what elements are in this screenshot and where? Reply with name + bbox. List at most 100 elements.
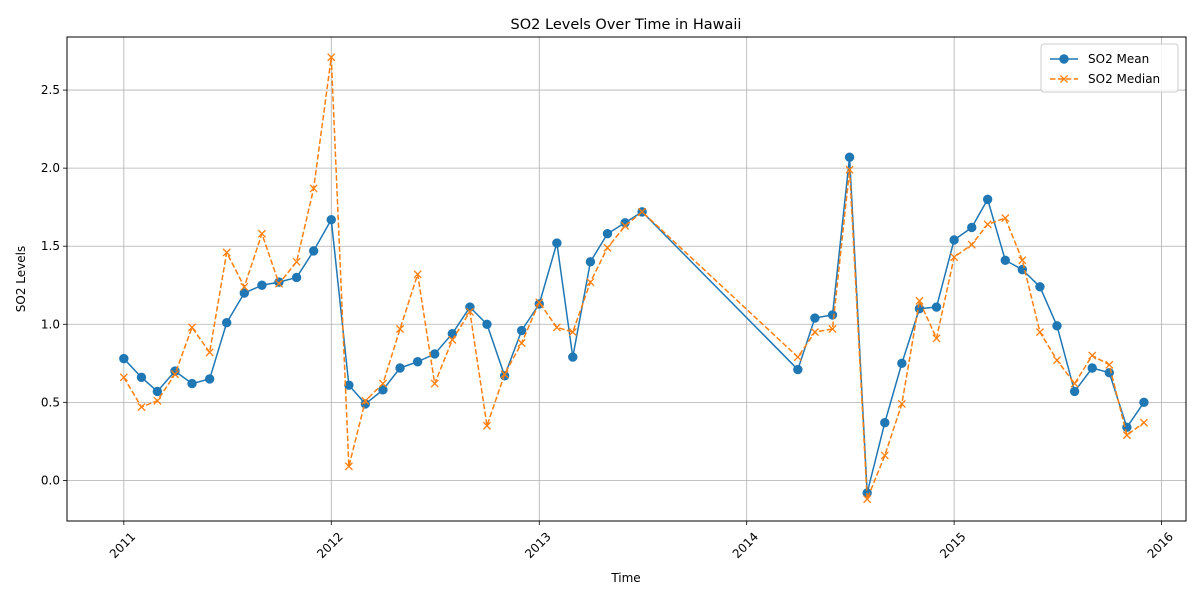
data-point-stroke bbox=[119, 373, 128, 382]
data-point bbox=[1069, 386, 1080, 397]
data-point bbox=[950, 253, 959, 262]
data-point-stroke bbox=[1122, 431, 1131, 440]
data-point-stroke bbox=[950, 253, 959, 262]
data-point-stroke bbox=[983, 220, 992, 229]
data-point bbox=[395, 324, 405, 334]
data-point-stroke bbox=[603, 243, 612, 252]
data-point bbox=[1105, 360, 1114, 369]
data-point bbox=[827, 310, 838, 320]
data-point bbox=[344, 462, 353, 471]
data-point-stroke bbox=[517, 338, 526, 348]
legend: SO2 Mean SO2 Median bbox=[1040, 43, 1179, 93]
data-point bbox=[949, 235, 959, 245]
data-point bbox=[1070, 379, 1079, 388]
data-point bbox=[1139, 418, 1149, 427]
data-point bbox=[967, 240, 976, 249]
plot-area-frame bbox=[66, 36, 1187, 522]
data-point-stroke bbox=[187, 323, 197, 332]
grid-lines bbox=[67, 37, 1186, 521]
data-point bbox=[828, 324, 837, 334]
y-tick-label: 0.0 bbox=[41, 473, 60, 487]
data-point bbox=[880, 417, 890, 428]
data-point bbox=[638, 207, 647, 216]
data-point bbox=[292, 257, 301, 266]
data-point bbox=[1035, 328, 1045, 337]
data-point bbox=[308, 246, 319, 256]
series-layer bbox=[119, 53, 1149, 504]
data-point bbox=[170, 370, 180, 379]
data-point bbox=[274, 279, 284, 288]
data-point bbox=[621, 221, 630, 230]
data-point-stroke bbox=[309, 184, 318, 193]
data-point-stroke bbox=[500, 370, 509, 379]
data-point bbox=[327, 53, 336, 62]
data-point bbox=[1001, 214, 1010, 223]
data-point-stroke bbox=[638, 207, 647, 216]
data-point bbox=[845, 165, 854, 174]
chart-title: SO2 Levels Over Time in Hawaii bbox=[511, 17, 742, 33]
data-point bbox=[1035, 282, 1045, 292]
series-median bbox=[119, 53, 1149, 504]
data-point-stroke bbox=[915, 296, 924, 305]
data-point-stroke bbox=[932, 334, 941, 343]
data-point bbox=[810, 328, 819, 337]
data-point bbox=[1087, 363, 1097, 373]
y-axis: 0.0 0.5 1.0 1.5 2.0 2.5 bbox=[41, 83, 67, 487]
data-point-stroke bbox=[897, 399, 906, 408]
data-point-stroke bbox=[863, 495, 872, 504]
data-point-stroke bbox=[274, 279, 284, 288]
x-axis-label: Time bbox=[610, 571, 640, 585]
data-point bbox=[880, 451, 889, 460]
data-point bbox=[448, 335, 457, 344]
data-point-stroke bbox=[240, 282, 249, 291]
data-point bbox=[500, 370, 509, 379]
legend-box bbox=[1040, 43, 1179, 93]
data-point bbox=[931, 302, 942, 312]
data-point-stroke bbox=[430, 379, 439, 388]
data-point bbox=[1052, 321, 1062, 331]
data-point bbox=[378, 379, 388, 388]
data-point bbox=[552, 323, 561, 332]
data-point bbox=[535, 298, 544, 307]
data-point-stroke bbox=[170, 370, 180, 379]
data-point bbox=[222, 248, 231, 257]
data-point bbox=[844, 152, 855, 162]
data-point bbox=[240, 282, 249, 291]
data-point bbox=[552, 238, 562, 248]
data-point bbox=[360, 399, 371, 409]
data-point bbox=[897, 399, 906, 408]
data-point-stroke bbox=[793, 353, 802, 362]
y-axis-label: SO2 Levels bbox=[14, 246, 28, 312]
data-point bbox=[412, 357, 423, 367]
data-point bbox=[119, 353, 129, 364]
legend-label: SO2 Mean bbox=[1088, 52, 1149, 66]
data-point bbox=[291, 272, 302, 283]
data-point bbox=[967, 222, 977, 233]
data-point bbox=[187, 323, 197, 332]
data-point bbox=[1000, 255, 1010, 265]
data-point bbox=[585, 257, 596, 267]
data-point bbox=[1018, 256, 1027, 265]
data-point bbox=[810, 313, 820, 323]
data-point bbox=[568, 328, 577, 337]
data-point bbox=[1139, 397, 1149, 408]
data-point bbox=[257, 229, 266, 238]
data-point-stroke bbox=[327, 53, 336, 62]
data-point bbox=[326, 214, 336, 225]
data-point-stroke bbox=[465, 307, 474, 316]
data-point bbox=[793, 353, 802, 362]
data-point bbox=[378, 385, 388, 395]
data-point bbox=[1059, 74, 1069, 84]
data-point-stroke bbox=[1070, 379, 1079, 388]
series-line bbox=[123, 156, 1145, 494]
data-point-stroke bbox=[395, 324, 405, 334]
data-point bbox=[119, 373, 128, 382]
data-point bbox=[932, 334, 941, 343]
data-point-stroke bbox=[1001, 214, 1010, 223]
data-point-stroke bbox=[1059, 74, 1069, 84]
data-point bbox=[239, 288, 250, 298]
data-point-stroke bbox=[153, 396, 162, 405]
data-point bbox=[1059, 54, 1069, 64]
